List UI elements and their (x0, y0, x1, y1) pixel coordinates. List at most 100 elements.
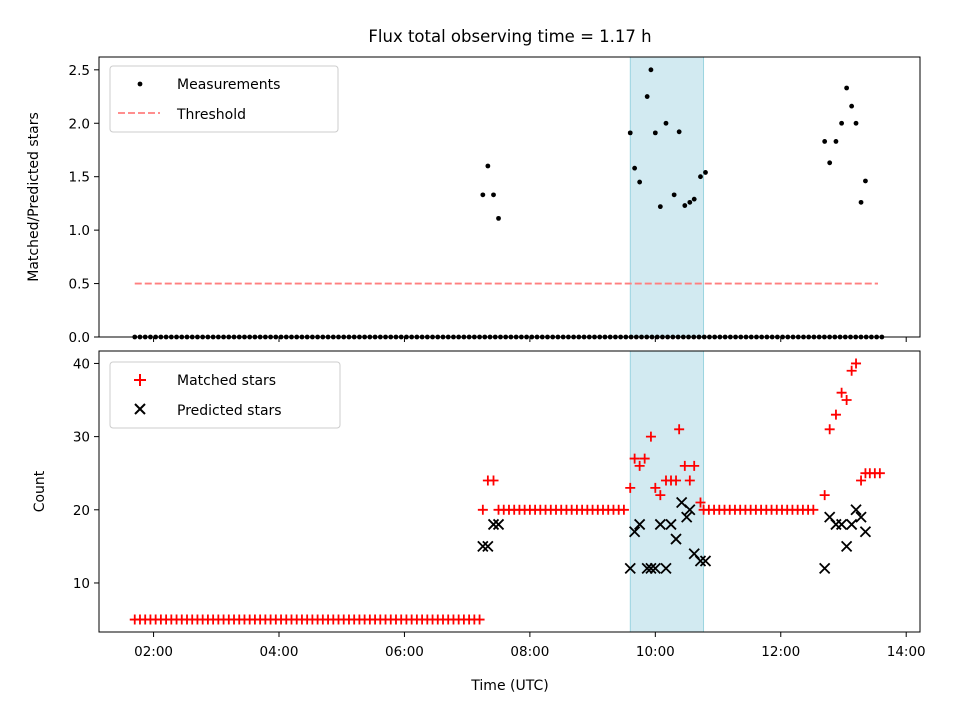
count-series (129, 358, 885, 625)
predicted-stars-point (845, 518, 858, 531)
matched-stars-point (639, 453, 650, 464)
ratio-legend-box (109, 65, 339, 133)
count-panel: 10 20 30 40 02:00 04:00 06:00 08:00 10:00 12:00 1… (32, 350, 926, 694)
predicted-stars-point (694, 555, 707, 567)
matched-stars-point (874, 468, 885, 479)
count-x-axis: 02:00 04:00 06:00 08:00 10:00 12:00 14:00 (134, 632, 926, 660)
measurement-point (644, 94, 650, 99)
matched-stars-point (684, 475, 695, 486)
measurement-point (858, 199, 864, 205)
ratio-x-ticks (153, 337, 907, 342)
x-tick-label: 04:00 (260, 644, 299, 660)
predicted-stars-point (628, 526, 641, 538)
predicted-stars-point (699, 555, 712, 567)
measurement-point (853, 120, 859, 126)
measurement-point (480, 192, 486, 198)
matched-stars-point (474, 614, 485, 625)
count-legend-box (109, 361, 341, 429)
y-tick-label: 0.5 (69, 277, 90, 293)
predicted-stars-point (684, 504, 696, 516)
matched-stars-point (488, 475, 499, 486)
matched-stars-point (618, 504, 629, 515)
predicted-stars-point (624, 562, 636, 574)
ratio-plot-frame (98, 56, 921, 338)
y-tick-label: 2.0 (69, 116, 90, 132)
measurement-point (839, 120, 845, 126)
matched-stars-point (634, 460, 645, 471)
ratio-y-axis-label: Matched/Predicted stars (26, 112, 42, 282)
y-tick-label: 1.0 (69, 223, 90, 239)
measurement-point (863, 178, 868, 184)
matched-stars-point (477, 504, 488, 515)
predicted-stars-point (492, 518, 505, 531)
matched-stars-point (625, 482, 636, 493)
ratio-legend: Measurements Threshold (109, 65, 339, 133)
y-tick-label: 0.0 (69, 330, 90, 346)
predicted-stars-point (670, 533, 682, 545)
measurement-point (652, 130, 658, 136)
predicted-stars-legend-marker (134, 403, 146, 415)
predicted-stars-point (665, 518, 677, 531)
count-y-axis: 10 20 30 40 (73, 356, 99, 592)
matched-stars-point (645, 431, 656, 442)
y-tick-label: 40 (73, 356, 90, 372)
ratio-panel: 0.0 0.5 1.0 1.5 2.0 2.5 Matched/Predicted sta… (26, 56, 921, 346)
x-tick-label: 12:00 (761, 644, 800, 660)
matched-stars-point (846, 365, 857, 376)
measurement-point (663, 120, 669, 126)
y-tick-label: 30 (73, 430, 90, 446)
measurements-legend-marker (137, 81, 143, 87)
measurement-point (496, 215, 501, 221)
count-legend: Matched stars Predicted stars (109, 361, 341, 429)
measurement-point (491, 192, 496, 198)
matched-stars-legend-marker (134, 374, 146, 386)
measurement-point (632, 165, 638, 171)
matched-stars-point (824, 424, 835, 435)
measurements-legend-label: Measurements (177, 77, 280, 93)
predicted-stars-point (660, 562, 672, 574)
y-tick-label: 10 (73, 576, 90, 592)
measurement-point (703, 170, 708, 175)
predicted-stars-point (681, 511, 693, 523)
measurement-point (687, 199, 693, 205)
matched-stars-point (808, 504, 819, 515)
measurement-point (691, 196, 697, 202)
x-tick-label: 06:00 (385, 644, 424, 660)
count-plot-frame (98, 350, 921, 633)
measurement-point (849, 103, 855, 109)
predicted-stars-point (477, 540, 489, 553)
matched-stars-point (819, 490, 830, 501)
predicted-stars-point (641, 562, 653, 574)
predicted-stars-point (654, 518, 666, 531)
predicted-stars-point (645, 562, 657, 574)
matched-stars-point (650, 482, 661, 493)
predicted-stars-point (840, 540, 853, 553)
ratio-y-axis: 0.0 0.5 1.0 1.5 2.0 2.5 (69, 63, 99, 346)
predicted-stars-point (819, 562, 831, 574)
measurement-point (833, 139, 839, 144)
matched-stars-point (695, 497, 706, 508)
matched-stars-point (836, 387, 847, 398)
measurement-point (827, 160, 833, 166)
predicted-stars-point (855, 511, 867, 523)
x-tick-label: 14:00 (887, 644, 926, 660)
x-tick-label: 02:00 (134, 644, 173, 660)
measurement-point (485, 163, 491, 169)
predicted-stars-point (859, 526, 872, 538)
y-tick-label: 20 (73, 503, 90, 519)
count-y-axis-label: Count (32, 470, 48, 512)
matched-stars-point (629, 453, 640, 464)
matched-stars-point (856, 475, 867, 486)
matched-stars-point (851, 358, 862, 369)
predicted-stars-point (487, 518, 500, 531)
x-tick-label: 10:00 (636, 644, 675, 660)
matched-stars-point (830, 409, 841, 420)
matched-stars-point (841, 395, 852, 406)
matched-stars-legend-label: Matched stars (177, 373, 276, 389)
measurement-point (676, 129, 682, 135)
matched-stars-point (655, 490, 666, 501)
observing-window-band (629, 350, 705, 633)
measurement-point (682, 203, 688, 208)
threshold-legend-label: Threshold (176, 107, 246, 123)
matched-stars-point (674, 424, 685, 435)
